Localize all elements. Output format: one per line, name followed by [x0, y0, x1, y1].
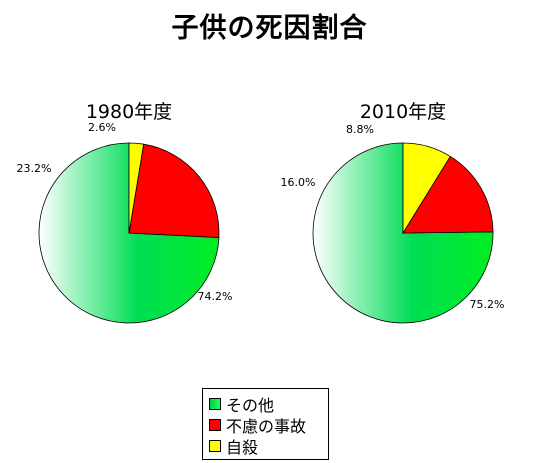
legend-label-accident: 不慮の事故 [226, 416, 307, 436]
pie-1-slice-accident [128, 143, 220, 238]
pie-2-slice-suicide [402, 142, 451, 235]
pie-2-label-suicide: 8.8% [346, 123, 374, 136]
pie-1-label-other: 74.2% [198, 290, 233, 303]
pie-1-slice-suicide [128, 142, 145, 234]
legend: その他 不慮の事故 自殺 [202, 388, 329, 460]
legend-item-other: その他 [209, 393, 322, 415]
pie-2-label-other: 75.2% [470, 298, 505, 311]
pie-title-1: 1980年度 [86, 101, 172, 123]
pie-2-label-accident: 16.0% [281, 176, 316, 189]
chart-title: 子供の死因割合 [171, 13, 368, 44]
legend-swatch-other [209, 397, 221, 410]
legend-item-accident: 不慮の事故 [209, 414, 322, 436]
pie-1-label-suicide: 2.6% [88, 121, 116, 134]
legend-label-suicide: 自殺 [226, 437, 259, 457]
legend-item-suicide: 自殺 [209, 435, 322, 457]
legend-label-other: その他 [226, 395, 275, 415]
pie-title-2: 2010年度 [360, 101, 446, 123]
legend-swatch-accident [209, 418, 221, 431]
pie-2-slice-accident [402, 155, 494, 234]
pie-1-label-accident: 23.2% [17, 162, 52, 175]
legend-swatch-suicide [209, 439, 221, 452]
